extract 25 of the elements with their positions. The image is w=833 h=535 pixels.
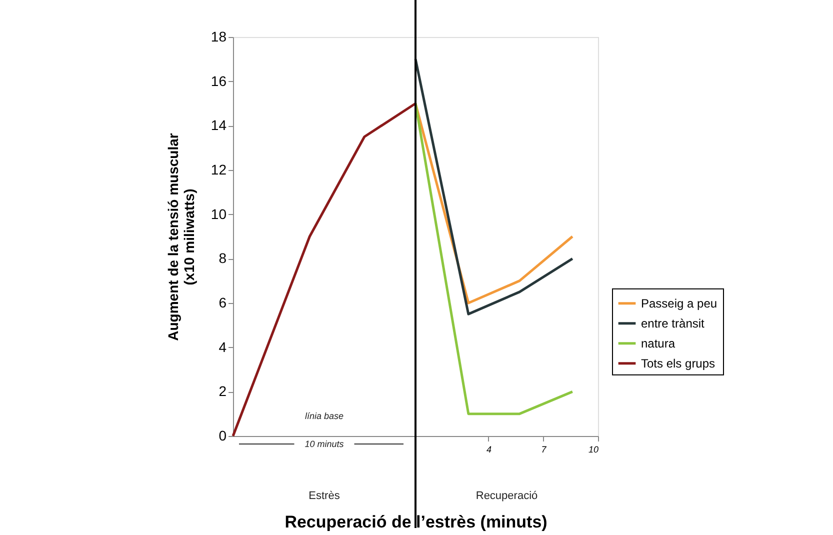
text: Estrès <box>308 490 340 502</box>
y-tick-label: 4 <box>218 338 227 355</box>
y-tick-label: 18 <box>210 28 227 44</box>
line-series <box>414 58 574 316</box>
text: 10 minuts <box>304 439 344 449</box>
y-tick-label: 2 <box>218 383 227 400</box>
x-axis-title: Recuperació de l’estrès (minuts) <box>284 512 548 532</box>
y-tick-label: 14 <box>210 117 227 134</box>
y-tick-label: 0 <box>218 428 227 444</box>
text: Recuperació <box>476 490 538 502</box>
legend-label: Passeig a peu <box>641 296 718 310</box>
legend-label: natura <box>641 336 676 350</box>
legend-label: Tots els grups <box>641 356 716 370</box>
y-tick-label: 10 <box>210 206 227 222</box>
x-tick-label: 4 <box>486 444 492 454</box>
y-tick-label: 6 <box>218 294 227 310</box>
y-tick-label: 8 <box>218 250 227 266</box>
annotation: línia base <box>304 411 344 421</box>
legend-label: entre trànsit <box>641 316 706 330</box>
x-tick-label: 10 <box>588 444 598 454</box>
line-series <box>232 102 417 438</box>
y-axis-title: Augment de la tensió muscular (x10 miliwatts) <box>164 132 197 341</box>
y-tick-label: 16 <box>210 72 227 89</box>
y-tick-label: 12 <box>210 162 227 178</box>
x-tick-label: 7 <box>541 444 548 454</box>
